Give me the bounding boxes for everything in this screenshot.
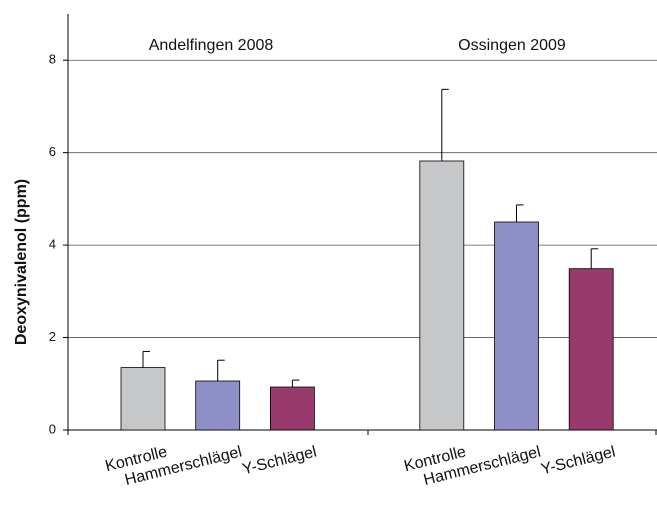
y-tick-label: 0 bbox=[49, 421, 56, 436]
group-label: Andelfingen 2008 bbox=[149, 37, 274, 54]
bar bbox=[419, 160, 465, 431]
y-tick-label: 6 bbox=[49, 144, 56, 159]
bar bbox=[269, 386, 315, 431]
group-label: Ossingen 2009 bbox=[458, 37, 566, 54]
y-tick-label: 8 bbox=[49, 52, 56, 67]
bar bbox=[120, 367, 166, 431]
x-tick-label: Y-Schlägel bbox=[539, 443, 617, 478]
x-tick-label: Y-Schlägel bbox=[241, 443, 319, 478]
y-tick-label: 4 bbox=[49, 237, 56, 252]
bar bbox=[568, 268, 614, 431]
y-axis-label: Deoxynivalenol (ppm) bbox=[13, 179, 30, 345]
y-tick-label: 2 bbox=[49, 329, 56, 344]
bar bbox=[195, 380, 241, 431]
bar bbox=[494, 221, 539, 431]
